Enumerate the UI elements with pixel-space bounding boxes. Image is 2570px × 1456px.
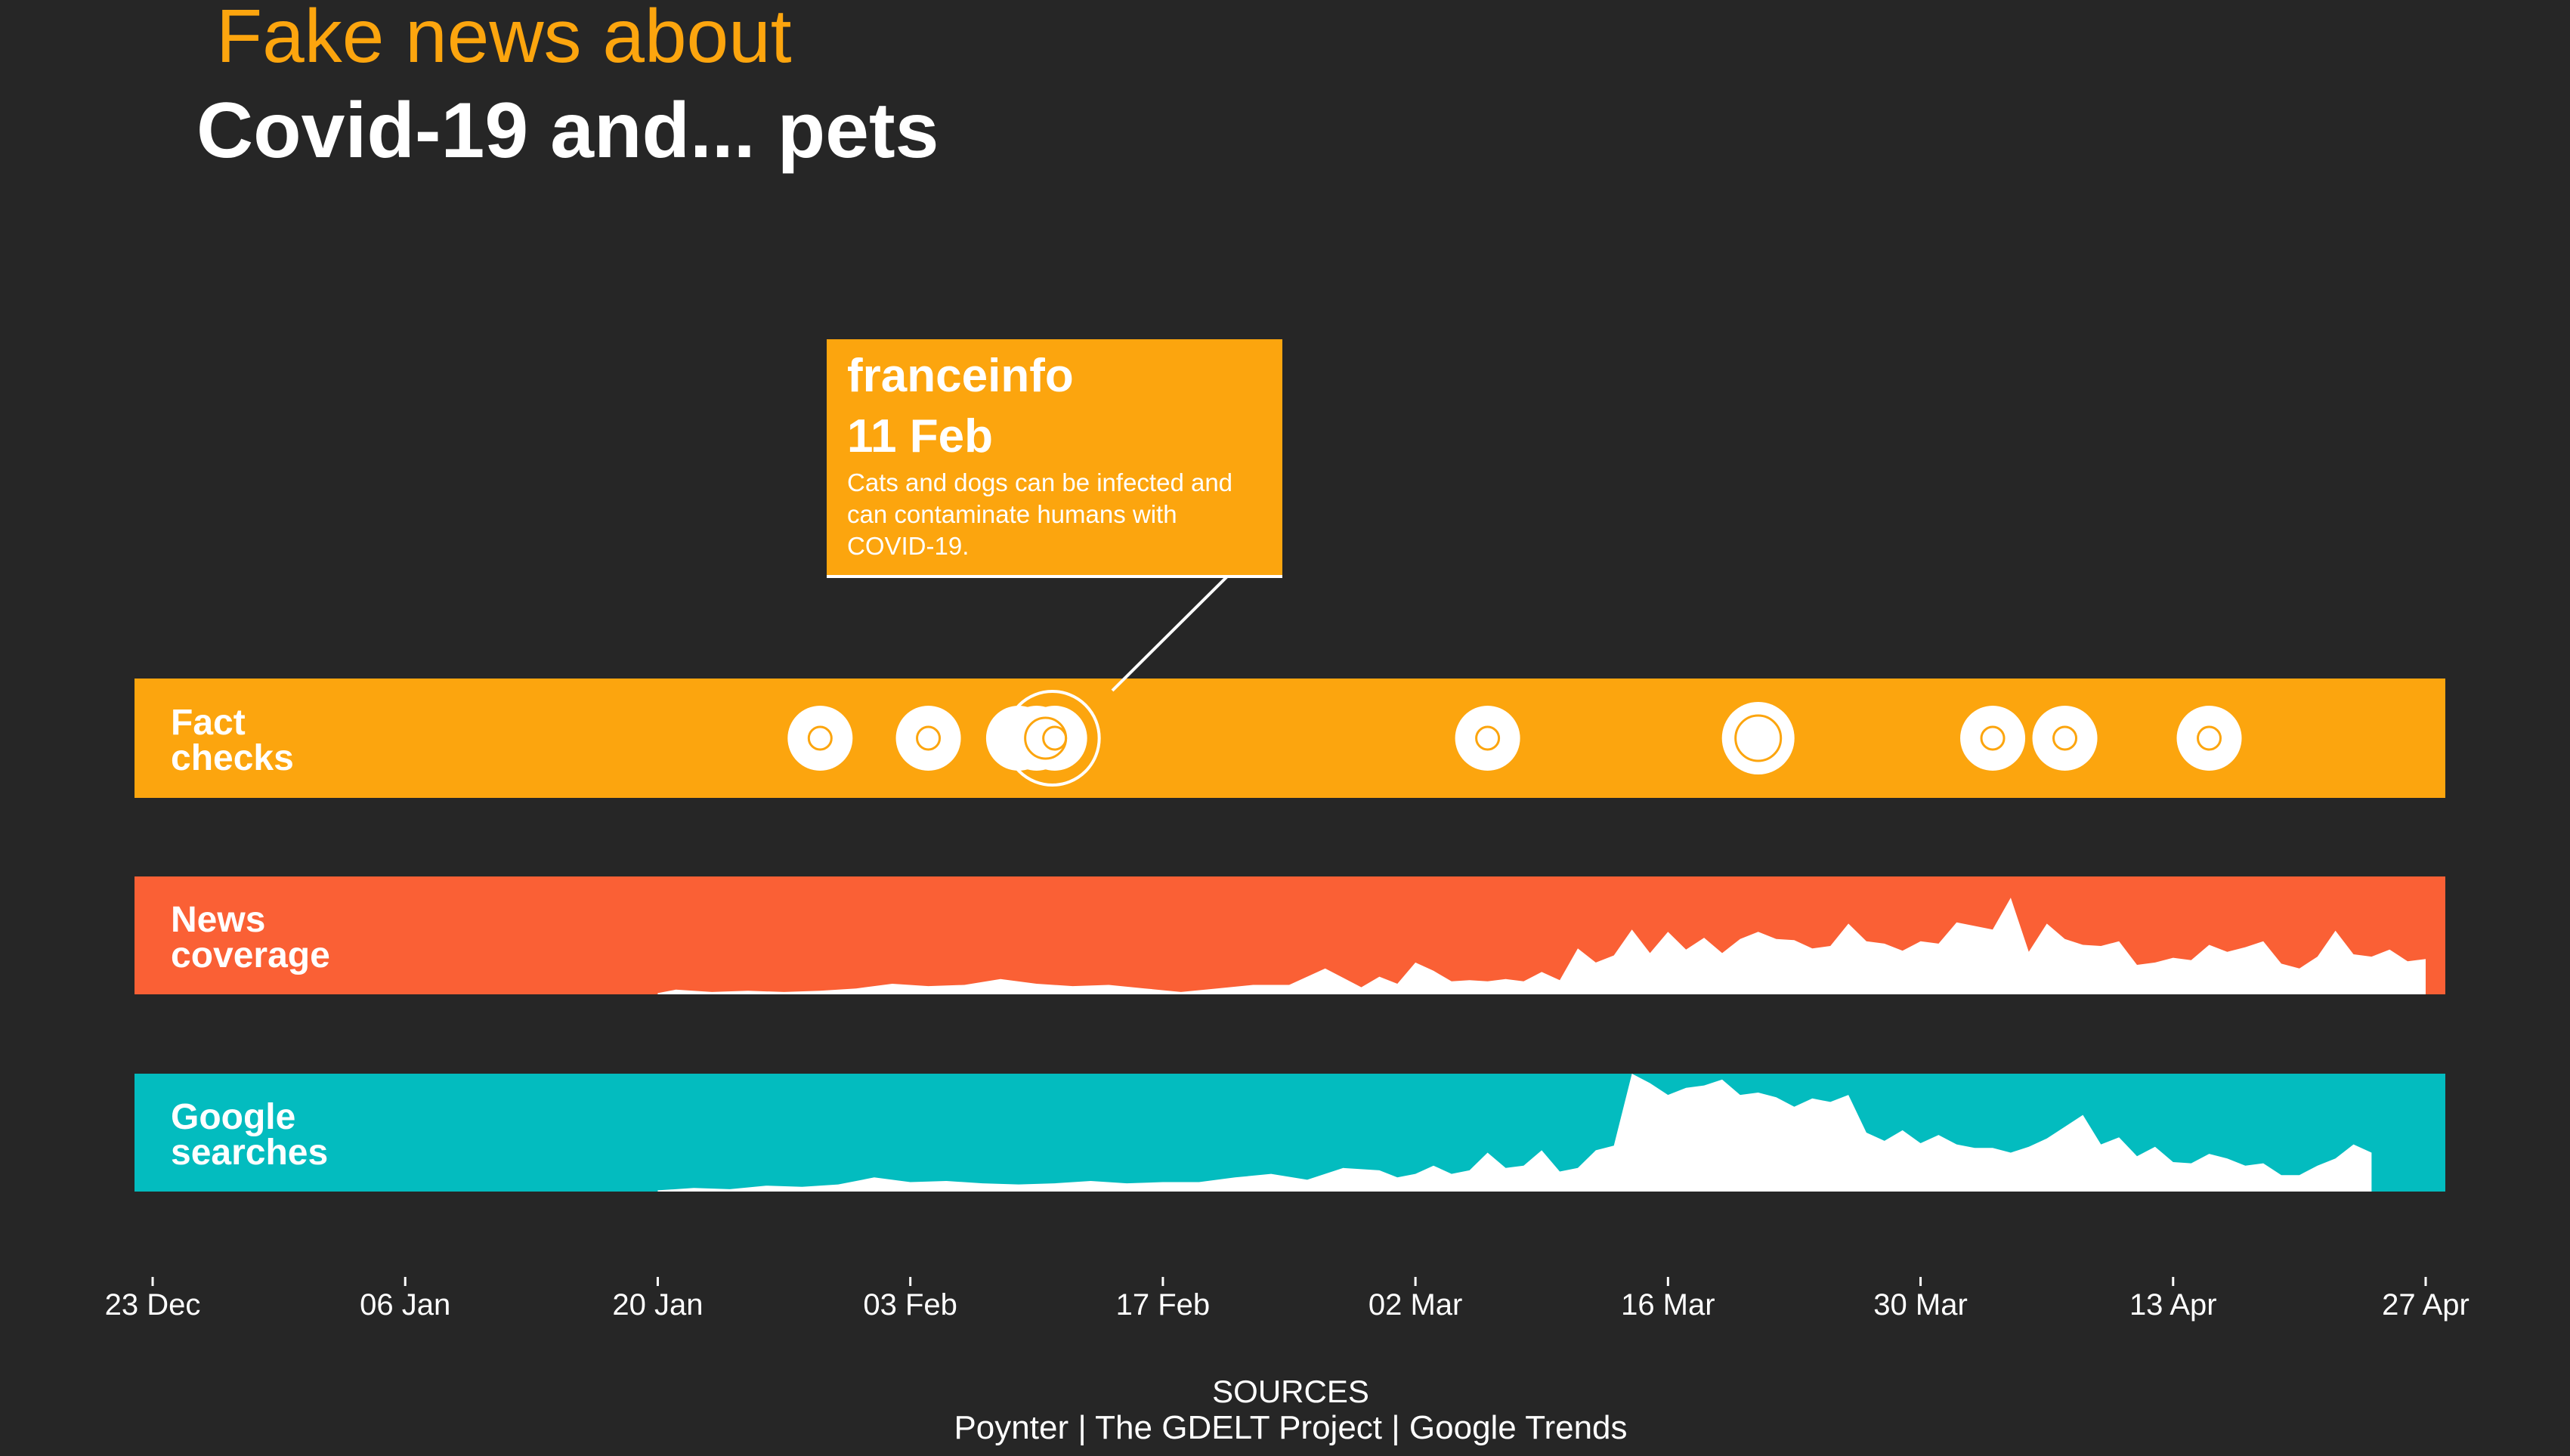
fact-check-event-5[interactable]: [1455, 706, 1520, 771]
sources-label: SOURCES: [1212, 1374, 1369, 1409]
x-tick-label-2: 20 Jan: [612, 1288, 703, 1322]
fact-check-events: [787, 690, 2242, 787]
tooltip-connector: [1111, 574, 1229, 692]
fact-checks-label-line2: checks: [171, 738, 294, 778]
google-searches-area: [657, 1074, 2372, 1192]
x-tick-label-4: 17 Feb: [1116, 1288, 1211, 1322]
news-coverage-label-line2: coverage: [171, 935, 330, 975]
page-title: Covid-19 and... pets: [196, 87, 939, 175]
tooltip: franceinfo 11 Feb Cats and dogs can be i…: [827, 339, 1282, 692]
kicker-title: Fake news about: [216, 0, 792, 79]
x-tick-label-8: 13 Apr: [2129, 1288, 2217, 1322]
fact-check-event-8[interactable]: [2032, 706, 2098, 771]
news-coverage-area: [657, 898, 2426, 994]
x-tick-label-1: 06 Jan: [360, 1288, 450, 1322]
x-tick-label-0: 23 Dec: [105, 1288, 201, 1322]
x-axis: 23 Dec 06 Jan 20 Jan 03 Feb 17 Feb 02 Mar 16 M…: [105, 1277, 2469, 1322]
x-tick-label-3: 03 Feb: [863, 1288, 957, 1322]
tooltip-source: franceinfo: [847, 350, 1074, 402]
fact-check-event-7[interactable]: [1960, 706, 2026, 771]
tooltip-date: 11 Feb: [847, 410, 993, 462]
fact-check-event-6[interactable]: [1721, 702, 1795, 774]
news-coverage-label-line1: News: [171, 900, 265, 940]
x-tick-label-7: 30 Mar: [1873, 1288, 1968, 1322]
x-tick-label-9: 27 Apr: [2382, 1288, 2469, 1322]
fact-checks-label: Fact checks: [171, 703, 294, 778]
sources-list: Poynter | The GDELT Project | Google Tre…: [954, 1409, 1627, 1446]
tooltip-text: Cats and dogs can be infected and can co…: [847, 468, 1239, 560]
fact-checks-band: [135, 679, 2445, 798]
google-searches-label-line1: Google: [171, 1097, 295, 1137]
x-tick-label-5: 02 Mar: [1369, 1288, 1463, 1322]
fact-check-event-9[interactable]: [2176, 706, 2242, 771]
fact-check-event-4[interactable]: [1004, 690, 1101, 787]
fact-check-event-0[interactable]: [787, 706, 853, 771]
tooltip-box: [827, 339, 1282, 577]
tooltip-text-line3: COVID-19.: [847, 532, 969, 560]
google-searches-label-line2: searches: [171, 1133, 328, 1173]
x-tick-label-6: 16 Mar: [1621, 1288, 1715, 1322]
fact-checks-label-line1: Fact: [171, 703, 246, 743]
google-searches-label: Google searches: [171, 1097, 328, 1173]
tooltip-text-line1: Cats and dogs can be infected and: [847, 468, 1232, 496]
news-coverage-label: News coverage: [171, 900, 330, 975]
tooltip-text-line2: can contaminate humans with: [847, 500, 1177, 528]
fact-check-event-1[interactable]: [895, 706, 961, 771]
